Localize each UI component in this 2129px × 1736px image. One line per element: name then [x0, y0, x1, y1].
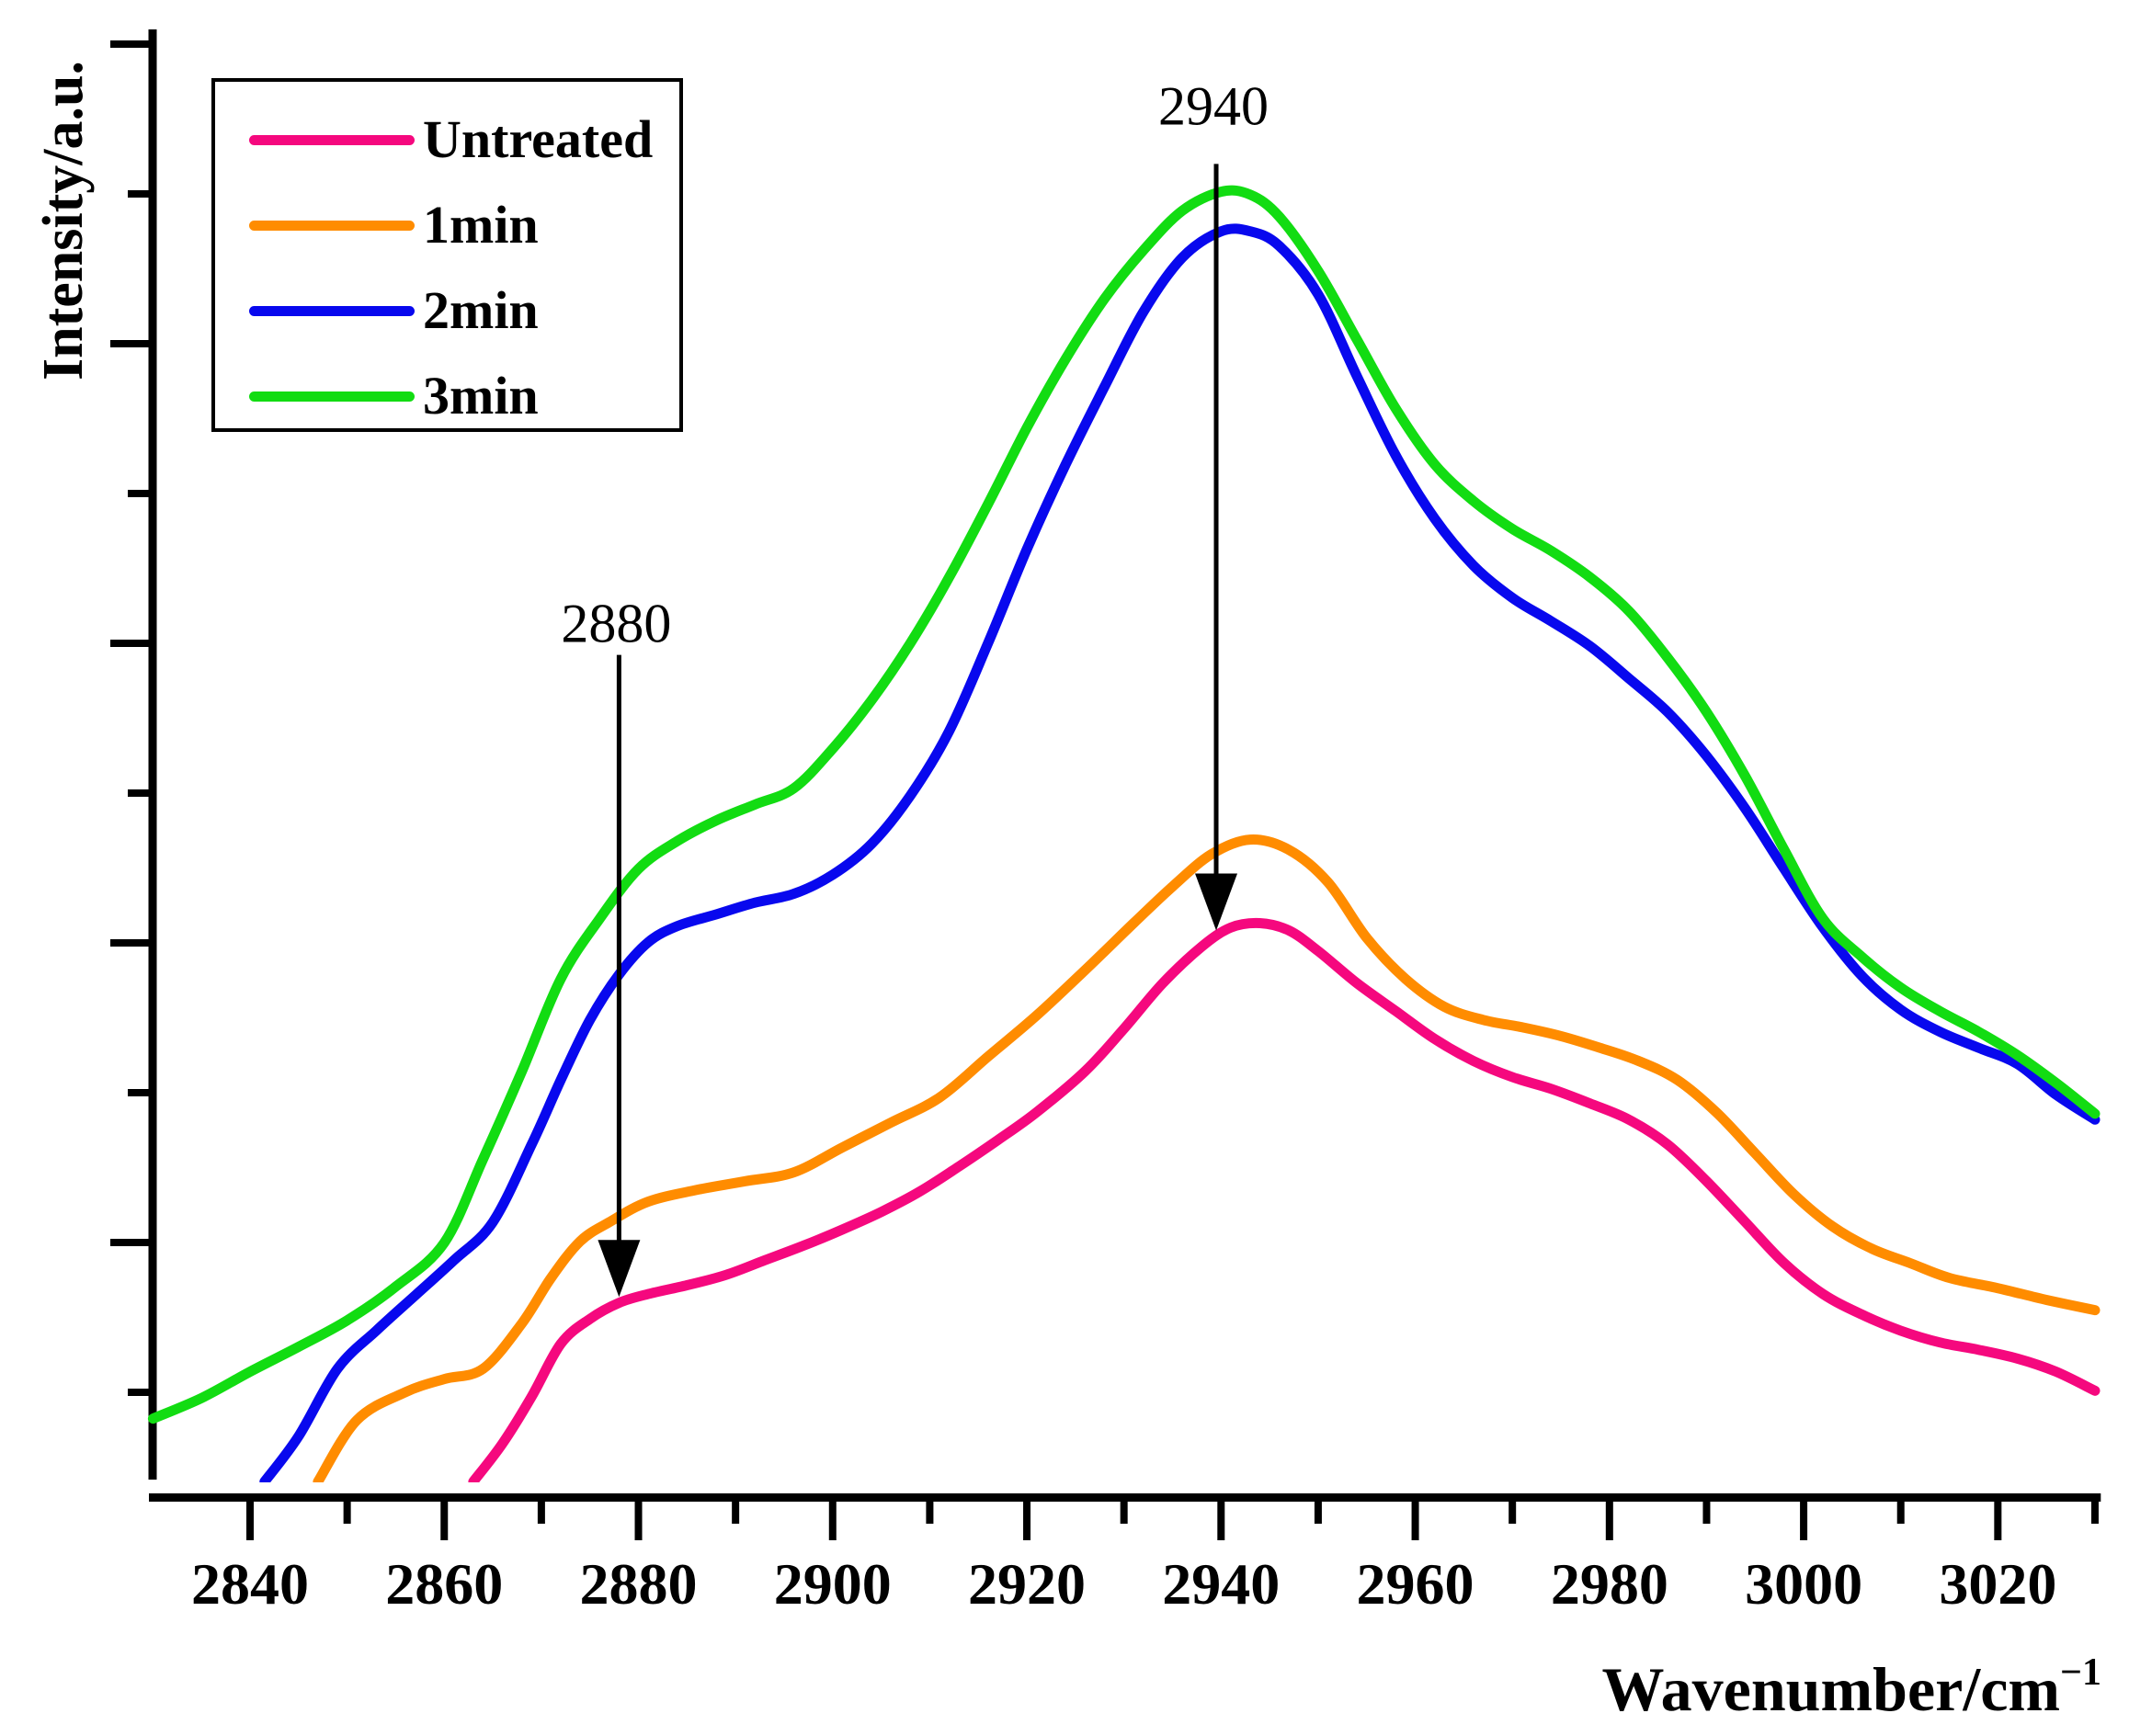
series-curve-3min: [147, 185, 2101, 1424]
legend-line-swatch-1min: [249, 220, 415, 231]
annotation-2940: 2940: [1158, 76, 1269, 931]
legend-line-swatch-3min: [249, 391, 415, 402]
x-axis-title-text: Wavenumber/cm: [1601, 1653, 2061, 1724]
legend-line-swatch-2min: [249, 305, 415, 316]
x-tick-label: 3020: [1939, 1551, 2056, 1617]
x-tick-label: 3000: [1745, 1551, 1862, 1617]
series-curve-2min: [259, 223, 2101, 1482]
annotation-label: 2880: [561, 594, 671, 654]
annotation-2880: 2880: [561, 594, 671, 1298]
legend-label-3min: 3min: [423, 366, 539, 425]
legend-label-untreated: Untreated: [423, 109, 654, 169]
x-tick-label: 2920: [968, 1551, 1086, 1617]
annotation-label: 2940: [1158, 76, 1269, 137]
x-axis-ticks: 2840 2860 2880 2900 2920 2940 2960 2980 3000 3020: [191, 1502, 2099, 1617]
x-tick-label: 2900: [774, 1551, 892, 1617]
y-axis-title: Intensity/a.u.: [32, 61, 95, 380]
legend-label-2min: 2min: [423, 280, 539, 340]
series-curve-1min: [313, 834, 2101, 1482]
x-axis-title-superscript: −1: [2060, 1651, 2101, 1694]
axes: [148, 29, 2101, 1502]
x-axis-title: Wavenumber/cm−1: [1601, 1651, 2101, 1726]
legend-label-1min: 1min: [423, 195, 539, 255]
series-curve-untreated: [468, 917, 2101, 1482]
legend-box: Untreated 1min 2min 3min: [211, 78, 683, 432]
x-tick-label: 2940: [1162, 1551, 1280, 1617]
x-tick-label: 2840: [191, 1551, 309, 1617]
x-tick-label: 2960: [1357, 1551, 1474, 1617]
series-curves: [147, 185, 2101, 1482]
y-axis-ticks: [110, 40, 153, 1396]
x-tick-label: 2880: [580, 1551, 698, 1617]
legend-line-swatch-untreated: [249, 134, 415, 145]
x-tick-label: 2980: [1551, 1551, 1668, 1617]
x-tick-label: 2860: [385, 1551, 503, 1617]
